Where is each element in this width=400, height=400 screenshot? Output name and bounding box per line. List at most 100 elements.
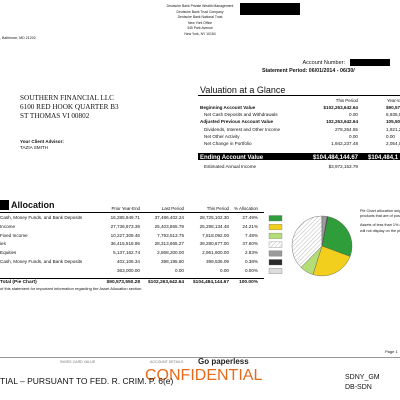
total-value: $90,573,550.28 [106, 279, 140, 285]
address-line: SOUTHERN FINANCIAL LLC [20, 94, 114, 102]
swatch [268, 259, 283, 266]
ending-value: $104,484,1 [368, 154, 399, 161]
row-value: 363,000.00 [117, 267, 140, 273]
row-value: 0.00 [349, 112, 358, 118]
row-label: Beginning Account Value [200, 105, 256, 110]
total-value: 100.00% [239, 279, 258, 285]
row-value: 0.38% [244, 259, 258, 264]
column-header: Prior Year-End [111, 206, 140, 211]
row-value: 1,942,237.48 [331, 141, 358, 146]
total-label: Total (Pie Chart) [0, 279, 37, 285]
total-value: $102,263,642.64 [147, 279, 184, 285]
row-value: 0.00% [244, 267, 258, 273]
footer-item: Go paperless [198, 357, 249, 366]
redaction [0, 200, 9, 210]
page-number: Page 1 [385, 349, 398, 354]
row-label: Cash, Money Funds, and Bank Deposits [0, 215, 83, 220]
rule [198, 95, 400, 96]
bank-line: Deutsche Bank National Trust [177, 15, 223, 19]
row-value: 0.00 [175, 267, 184, 273]
sender: , Baltimore, MD 21202 [0, 36, 36, 40]
bank-line: Deutsche Bank Private Wealth Management [166, 4, 234, 8]
rule [0, 212, 264, 213]
estimated-value: $3,972,153.79 [328, 164, 358, 169]
row-value: 28,313,665.27 [154, 241, 184, 247]
pie-note: Assets of less than 1% of holdings [360, 223, 400, 228]
row-value: 5,137,162.74 [113, 250, 140, 256]
pie-slice [291, 215, 323, 268]
row-label: Net Change in Portfolio [204, 141, 252, 146]
row-value: 7.48% [244, 232, 258, 238]
pie-note: will not display on the pie chart. [360, 228, 400, 233]
ending-bar [198, 153, 400, 160]
row-label: Net Cash Deposits and Withdrawals [204, 112, 278, 118]
bates-number: SDNY_GM [345, 374, 380, 381]
pie-note: Pie Chart allocation only includes [360, 209, 400, 213]
pie-slice [312, 245, 351, 277]
address-line: ST THOMAS VI 00802 [20, 112, 90, 120]
row-value: $90,573,5 [386, 105, 400, 110]
row-value: 2,868,200.00 [157, 250, 184, 256]
row-value: 0.00 [349, 133, 358, 139]
row-label: Fixed Income [0, 232, 28, 238]
bates-number: DB-SDN [345, 384, 372, 391]
row-value: 25,403,865.79 [154, 223, 184, 229]
row-value: 1,921,2 [386, 126, 400, 132]
row-value: 27.49% [242, 215, 258, 220]
row-value: 0.00 [220, 267, 229, 273]
row-value: 16,285,949.71 [110, 215, 140, 220]
column-header: Year-to [387, 98, 400, 103]
row-value: 37,486,402.24 [154, 215, 184, 220]
bank-line: Deutsche Bank Trust Company [176, 9, 224, 14]
column-header: This Period [206, 206, 229, 211]
row-value: 105,509,5 [386, 119, 400, 125]
ending-label: Ending Account Value [200, 154, 264, 161]
advisor-name: TAZIA SMITH [20, 145, 48, 150]
row-value: 2.83% [244, 250, 258, 256]
advisor-label: Your Client Advisor: [20, 139, 64, 144]
row-value: 7,793,513.75 [157, 232, 184, 238]
rule [0, 357, 400, 358]
swatch [268, 224, 283, 230]
row-label: ies [0, 241, 6, 247]
legend: TIAL – PURSUANT TO FED. R. CRIM. P. 6(e) [0, 376, 174, 386]
row-value: 10,227,309.46 [110, 232, 140, 238]
pie-slice [321, 216, 353, 257]
row-label: Cash, Money Funds, and Bank Deposits [0, 259, 83, 264]
row-value: 36,415,518.95 [110, 241, 140, 247]
swatch [268, 250, 283, 257]
pie-slice [321, 216, 329, 247]
swatch [268, 268, 283, 274]
row-value: 27,736,973.39 [110, 223, 140, 229]
row-value: 278,264.55 [335, 126, 358, 132]
row-value: 402,106.34 [117, 259, 140, 264]
row-value: 399,536.09 [206, 259, 229, 264]
row-value: 28,725,102.30 [199, 215, 229, 220]
swatch [268, 215, 283, 222]
bank-line: New York Office [187, 20, 213, 25]
row-value: 37.60% [242, 241, 258, 247]
total-value: $104,484,144.67 [192, 279, 229, 285]
row-value: 398,195.60 [161, 259, 184, 264]
estimated-label: Estimated Annual Income [204, 164, 257, 169]
pie-note: products that are of positive value. [360, 214, 400, 219]
column-header: Last Period [161, 206, 184, 211]
account-label: Account Number: [302, 60, 346, 66]
address-line: 6100 RED HOOK QUARTER B3 [20, 103, 119, 111]
row-value: 39,280,677.00 [199, 241, 229, 247]
section-title: Valuation at a Glance [200, 85, 286, 95]
row-value: 102,263,642.64 [326, 119, 358, 125]
row-label: Adjusted Previous Account Value [200, 119, 274, 125]
row-value: $102,263,642.64 [323, 105, 359, 110]
footer-item: ACCOUNT DETAILS [150, 360, 184, 364]
column-header: This Period [335, 98, 358, 103]
row-value: 24.21% [242, 223, 258, 229]
redaction [240, 3, 300, 15]
section-title: Allocation [11, 200, 55, 210]
row-label: Income [0, 223, 16, 229]
column-header: % Allocation [234, 206, 258, 211]
bank-line: New York, NY 10154 [184, 31, 216, 36]
row-value: 6,935,9 [386, 112, 400, 118]
